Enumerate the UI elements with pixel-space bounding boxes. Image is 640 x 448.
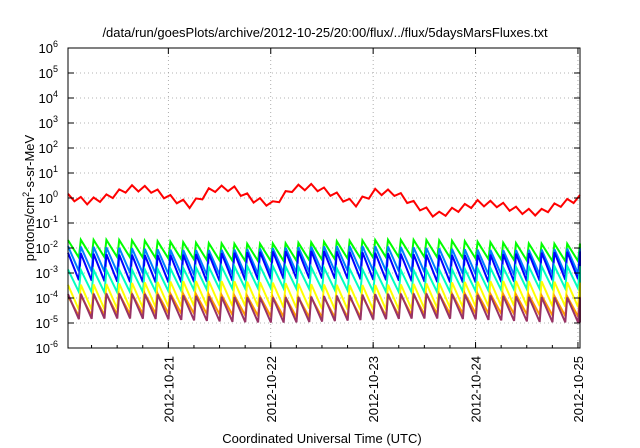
axis-ticks — [68, 47, 580, 349]
y-axis-label: protons/cm2-s-sr-MeV — [21, 134, 37, 261]
y-tick-label: 100 — [39, 189, 58, 206]
series-line — [67, 182, 581, 219]
x-tick-label: 2012-10-23 — [366, 356, 381, 423]
series-group — [67, 182, 581, 323]
y-tick-label: 10-1 — [36, 214, 58, 231]
x-tick-label: 2012-10-24 — [469, 356, 484, 423]
series-line — [67, 293, 581, 323]
y-tick-label: 10-5 — [36, 314, 58, 331]
y-tick-label: 101 — [39, 164, 58, 181]
y-tick-label: 105 — [39, 64, 58, 81]
series-line — [67, 262, 581, 297]
x-tick-label: 2012-10-25 — [571, 356, 586, 423]
y-tick-labels: 106 105 104 103 102 101 100 10-1 10-2 10-3 10-4 10-… — [36, 39, 58, 356]
x-axis-label: Coordinated Universal Time (UTC) — [222, 431, 421, 446]
y-tick-label: 10-2 — [36, 239, 58, 256]
x-tick-labels: 2012-10-21 2012-10-22 2012-10-23 2012-10-24… — [161, 356, 586, 423]
y-tick-label: 103 — [39, 114, 58, 131]
x-tick-label: 2012-10-22 — [264, 356, 279, 423]
y-tick-label: 10-3 — [36, 264, 58, 281]
y-tick-label: 102 — [39, 139, 58, 156]
y-tick-label: 104 — [39, 89, 58, 106]
y-tick-label: 10-4 — [36, 289, 58, 306]
y-tick-label: 106 — [39, 39, 58, 56]
x-tick-label: 2012-10-21 — [161, 356, 176, 423]
chart-title: /data/run/goesPlots/archive/2012-10-25/2… — [102, 25, 548, 40]
y-tick-label: 10-6 — [36, 339, 58, 356]
